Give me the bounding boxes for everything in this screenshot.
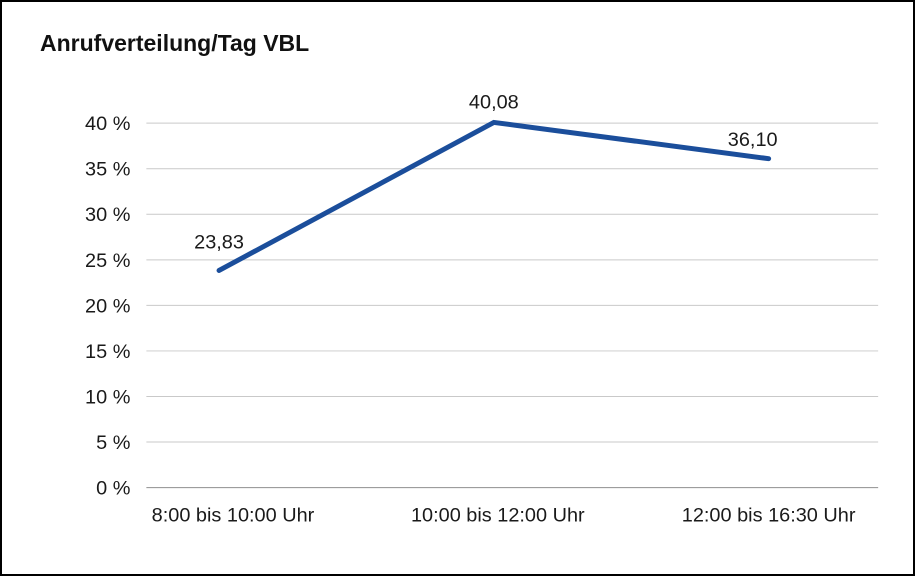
data-label: 36,10 [728, 129, 778, 151]
data-label: 23,83 [194, 232, 244, 254]
series-line [216, 119, 772, 273]
y-axis-tick-label: 10 % [85, 386, 130, 408]
chart-title: Anrufverteilung/Tag VBL [40, 30, 310, 56]
y-axis-tick-label: 35 % [85, 159, 130, 181]
x-axis-tick-label: 10:00 bis 12:00 Uhr [411, 504, 585, 526]
x-axis-tick-label: 8:00 bis 10:00 Uhr [152, 504, 315, 526]
y-axis-tick-label: 20 % [85, 295, 130, 317]
y-axis-tick-label: 30 % [85, 204, 130, 226]
y-axis-tick-label: 40 % [85, 113, 130, 135]
x-axis-tick-label: 12:00 bis 16:30 Uhr [682, 504, 856, 526]
data-label: 40,08 [469, 92, 519, 114]
y-axis-tick-label: 25 % [85, 250, 130, 272]
y-axis-tick-label: 5 % [96, 432, 130, 454]
y-axis-tick-label: 0 % [96, 478, 130, 500]
y-axis-tick-label: 15 % [85, 341, 130, 363]
